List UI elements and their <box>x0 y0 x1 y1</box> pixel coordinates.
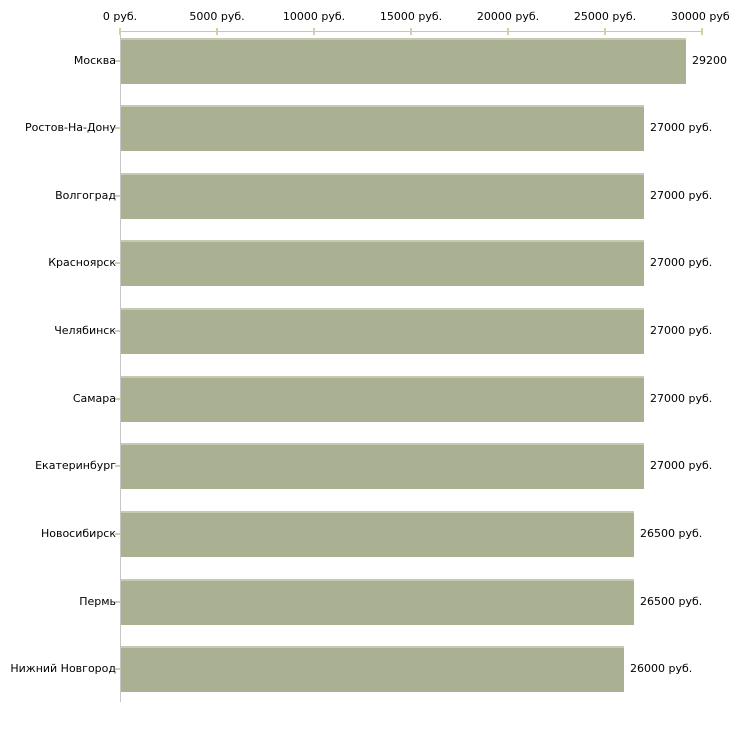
value-label: 29200 руб. <box>692 54 730 67</box>
category-label: Нижний Новгород <box>10 662 116 675</box>
x-tick-label: 10000 руб. <box>282 10 346 23</box>
y-tick <box>115 601 120 603</box>
bar <box>121 646 624 692</box>
y-tick <box>115 533 120 535</box>
bar <box>121 376 644 422</box>
y-tick <box>115 668 120 670</box>
x-tick-label: 15000 руб. <box>379 10 443 23</box>
y-tick <box>115 398 120 400</box>
x-tick-label: 20000 руб. <box>476 10 540 23</box>
category-label: Челябинск <box>54 324 116 337</box>
bar <box>121 511 634 557</box>
bar <box>121 240 644 286</box>
category-label: Волгоград <box>55 189 116 202</box>
y-tick <box>115 465 120 467</box>
value-label: 27000 руб. <box>650 256 713 269</box>
value-label: 26500 руб. <box>640 595 703 608</box>
value-label: 26500 руб. <box>640 527 703 540</box>
category-label: Самара <box>72 392 116 405</box>
category-label: Пермь <box>79 595 116 608</box>
category-label: Москва <box>73 54 116 67</box>
bar <box>121 38 686 84</box>
y-tick <box>115 60 120 62</box>
bar <box>121 105 644 151</box>
category-label: Ростов-На-Дону <box>24 121 116 134</box>
y-tick <box>115 330 120 332</box>
category-label: Новосибирск <box>40 527 116 540</box>
x-tick <box>216 28 218 35</box>
value-label: 26000 руб. <box>630 662 693 675</box>
bar <box>121 308 644 354</box>
bar <box>121 579 634 625</box>
y-axis-line <box>120 31 121 702</box>
value-label: 27000 руб. <box>650 189 713 202</box>
x-tick <box>604 28 606 35</box>
category-label: Екатеринбург <box>35 459 116 472</box>
bar <box>121 443 644 489</box>
value-label: 27000 руб. <box>650 324 713 337</box>
y-tick <box>115 262 120 264</box>
x-tick-label: 0 руб. <box>102 10 138 23</box>
x-tick <box>507 28 509 35</box>
y-tick <box>115 127 120 129</box>
x-tick <box>701 28 703 35</box>
bar <box>121 173 644 219</box>
value-label: 27000 руб. <box>650 392 713 405</box>
x-tick-label: 5000 руб. <box>189 10 245 23</box>
value-label: 27000 руб. <box>650 121 713 134</box>
x-tick-label: 25000 руб. <box>573 10 637 23</box>
x-tick-label: 30000 руб. <box>670 10 730 23</box>
value-label: 27000 руб. <box>650 459 713 472</box>
y-tick <box>115 195 120 197</box>
x-tick <box>410 28 412 35</box>
x-tick <box>119 28 121 35</box>
x-tick <box>313 28 315 35</box>
category-label: Красноярск <box>48 256 116 269</box>
